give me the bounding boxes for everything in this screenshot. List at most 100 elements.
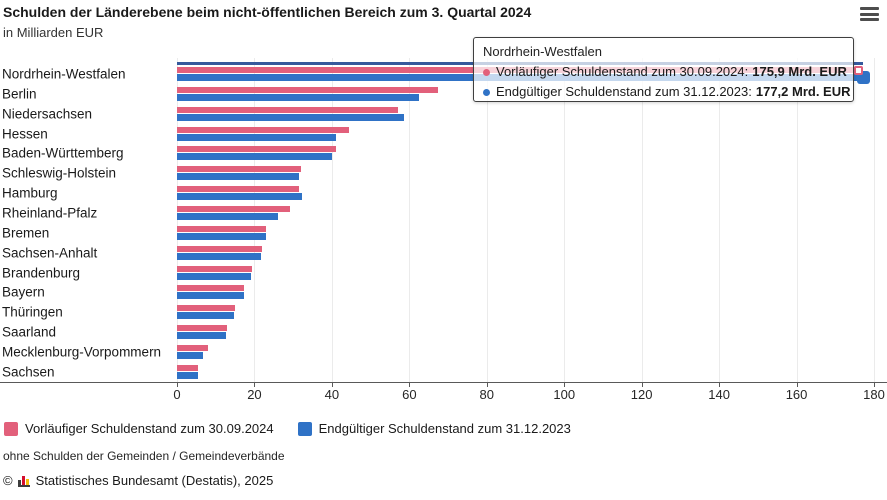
bar-vorlaeufig[interactable]	[177, 245, 263, 252]
legend-item-endgueltig[interactable]: Endgültiger Schuldenstand zum 31.12.2023	[297, 421, 571, 436]
y-axis-label: Berlin	[2, 86, 37, 102]
tooltip-row-label: Endgültiger Schuldenstand zum 31.12.2023…	[496, 84, 752, 99]
hover-marker-vorlaeufig	[853, 65, 863, 75]
bar-endgueltig[interactable]	[177, 113, 404, 121]
bar-endgueltig[interactable]	[177, 272, 252, 280]
x-axis-tick-label: 20	[247, 387, 262, 402]
x-axis-tick	[254, 382, 256, 387]
bar-vorlaeufig[interactable]	[177, 146, 336, 153]
bar-endgueltig[interactable]	[177, 193, 303, 201]
bar-endgueltig[interactable]	[177, 332, 227, 340]
y-axis-label: Baden-Württemberg	[2, 145, 124, 161]
x-axis-line	[0, 382, 887, 383]
bar-endgueltig[interactable]	[177, 153, 332, 161]
bar-vorlaeufig[interactable]	[177, 364, 199, 371]
gridline	[874, 58, 875, 382]
tooltip-row: Endgültiger Schuldenstand zum 31.12.2023…	[483, 82, 851, 102]
legend-label: Endgültiger Schuldenstand zum 31.12.2023	[318, 421, 571, 436]
bar-endgueltig[interactable]	[177, 252, 262, 260]
bar-vorlaeufig[interactable]	[177, 126, 349, 133]
bar-vorlaeufig[interactable]	[177, 344, 208, 351]
copyright-symbol: ©	[3, 473, 13, 488]
bar-vorlaeufig[interactable]	[177, 86, 439, 93]
x-axis-tick-label: 80	[479, 387, 494, 402]
copyright-text: Statistisches Bundesamt (Destatis), 2025	[35, 473, 274, 488]
y-axis-label: Hamburg	[2, 185, 58, 201]
menu-bar	[860, 12, 879, 16]
x-axis-tick-label: 60	[402, 387, 417, 402]
y-axis-label: Schleswig-Holstein	[2, 165, 117, 181]
bar-endgueltig[interactable]	[177, 312, 235, 320]
tooltip-row-value: 177,2 Mrd. EUR	[755, 84, 851, 99]
bar-endgueltig[interactable]	[177, 351, 204, 359]
legend-label: Vorläufiger Schuldenstand zum 30.09.2024	[25, 421, 274, 436]
x-axis-tick-label: 140	[708, 387, 730, 402]
x-axis-tick	[331, 382, 333, 387]
y-axis-label: Niedersachsen	[2, 106, 93, 122]
legend-swatch-icon	[297, 421, 312, 436]
y-axis-label: Brandenburg	[2, 265, 81, 280]
y-axis-label: Bayern	[2, 284, 45, 300]
x-axis-tick	[177, 382, 178, 387]
bar-vorlaeufig[interactable]	[177, 285, 244, 292]
menu-bar	[860, 7, 879, 10]
gridline	[564, 58, 566, 382]
menu-bar	[860, 18, 879, 21]
x-axis-tick	[874, 382, 875, 387]
bar-vorlaeufig[interactable]	[177, 325, 228, 332]
tooltip-row: Vorläufiger Schuldenstand zum 30.09.2024…	[483, 62, 847, 82]
y-axis-label: Saarland	[2, 324, 57, 340]
bar-vorlaeufig[interactable]	[177, 305, 236, 312]
gridline	[641, 58, 643, 382]
x-axis-tick	[719, 382, 721, 387]
gridline	[796, 58, 798, 382]
tooltip-row-label: Vorläufiger Schuldenstand zum 30.09.2024…	[496, 64, 749, 79]
bar-vorlaeufig[interactable]	[177, 166, 302, 173]
bar-endgueltig[interactable]	[177, 212, 279, 220]
footnote: ohne Schulden der Gemeinden / Gemeindeve…	[3, 449, 285, 463]
gridline	[409, 58, 411, 382]
y-axis-label: Thüringen	[2, 304, 63, 320]
legend: Vorläufiger Schuldenstand zum 30.09.2024…	[4, 421, 571, 436]
tooltip-title: Nordrhein-Westfalen	[483, 44, 602, 59]
chart-unit-label: in Milliarden EUR	[3, 25, 104, 40]
legend-item-vorlaeufig[interactable]: Vorläufiger Schuldenstand zum 30.09.2024	[4, 421, 274, 436]
x-axis-tick-label: 180	[863, 387, 885, 402]
legend-swatch-icon	[4, 421, 18, 436]
x-axis-tick-label: 160	[785, 387, 808, 402]
x-axis-tick-label: 40	[324, 387, 340, 402]
series-dot-icon	[483, 68, 490, 76]
hamburger-menu-icon[interactable]	[860, 7, 879, 24]
bar-vorlaeufig[interactable]	[177, 186, 299, 193]
y-axis-label: Sachsen-Anhalt	[2, 245, 98, 261]
y-axis-label: Bremen	[2, 225, 50, 241]
page-title: Schulden der Länderebene beim nicht-öffe…	[3, 4, 532, 20]
bar-vorlaeufig[interactable]	[177, 265, 252, 272]
y-axis-label: Hessen	[2, 126, 48, 142]
gridline	[331, 58, 333, 382]
tooltip-row-value: 175,9 Mrd. EUR	[752, 64, 847, 79]
destatis-logo-icon	[17, 474, 31, 487]
x-axis-tick-label: 0	[173, 387, 181, 402]
bar-endgueltig[interactable]	[177, 173, 299, 181]
bar-endgueltig[interactable]	[177, 292, 244, 300]
bar-vorlaeufig[interactable]	[177, 225, 267, 232]
bar-vorlaeufig[interactable]	[177, 106, 399, 113]
y-axis-label: Nordrhein-Westfalen	[2, 66, 126, 82]
bar-endgueltig[interactable]	[177, 93, 419, 101]
x-axis-tick	[796, 382, 798, 387]
bar-vorlaeufig[interactable]	[177, 205, 290, 212]
tooltip: Nordrhein-Westfalen Vorläufiger Schulden…	[473, 37, 854, 102]
x-axis-tick-label: 120	[630, 387, 653, 402]
x-axis-tick	[641, 382, 643, 387]
y-axis-label: Rheinland-Pfalz	[2, 205, 98, 221]
gridline	[486, 58, 488, 382]
x-axis-tick-label: 100	[553, 387, 576, 402]
bar-endgueltig[interactable]	[177, 232, 267, 240]
copyright-line: © Statistisches Bundesamt (Destatis), 20…	[3, 473, 273, 488]
gridline	[177, 58, 178, 382]
bar-endgueltig[interactable]	[177, 371, 198, 379]
bar-endgueltig[interactable]	[177, 133, 336, 141]
series-dot-icon	[483, 88, 490, 96]
y-axis-label: Sachsen	[2, 364, 55, 380]
